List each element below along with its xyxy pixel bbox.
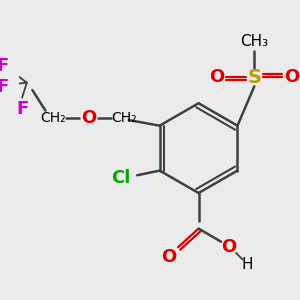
Text: F: F [16, 100, 28, 118]
Text: F: F [0, 78, 9, 96]
Text: H: H [242, 257, 253, 272]
Text: CH₂: CH₂ [111, 111, 137, 125]
Text: O: O [221, 238, 236, 256]
Text: CH₃: CH₃ [240, 34, 268, 49]
Text: CH₂: CH₂ [40, 111, 66, 125]
Text: Cl: Cl [111, 169, 130, 187]
Text: O: O [161, 248, 176, 266]
Text: O: O [209, 68, 224, 86]
Text: S: S [247, 68, 261, 86]
Text: O: O [284, 68, 299, 86]
Text: F: F [0, 57, 9, 75]
Text: O: O [81, 109, 96, 127]
